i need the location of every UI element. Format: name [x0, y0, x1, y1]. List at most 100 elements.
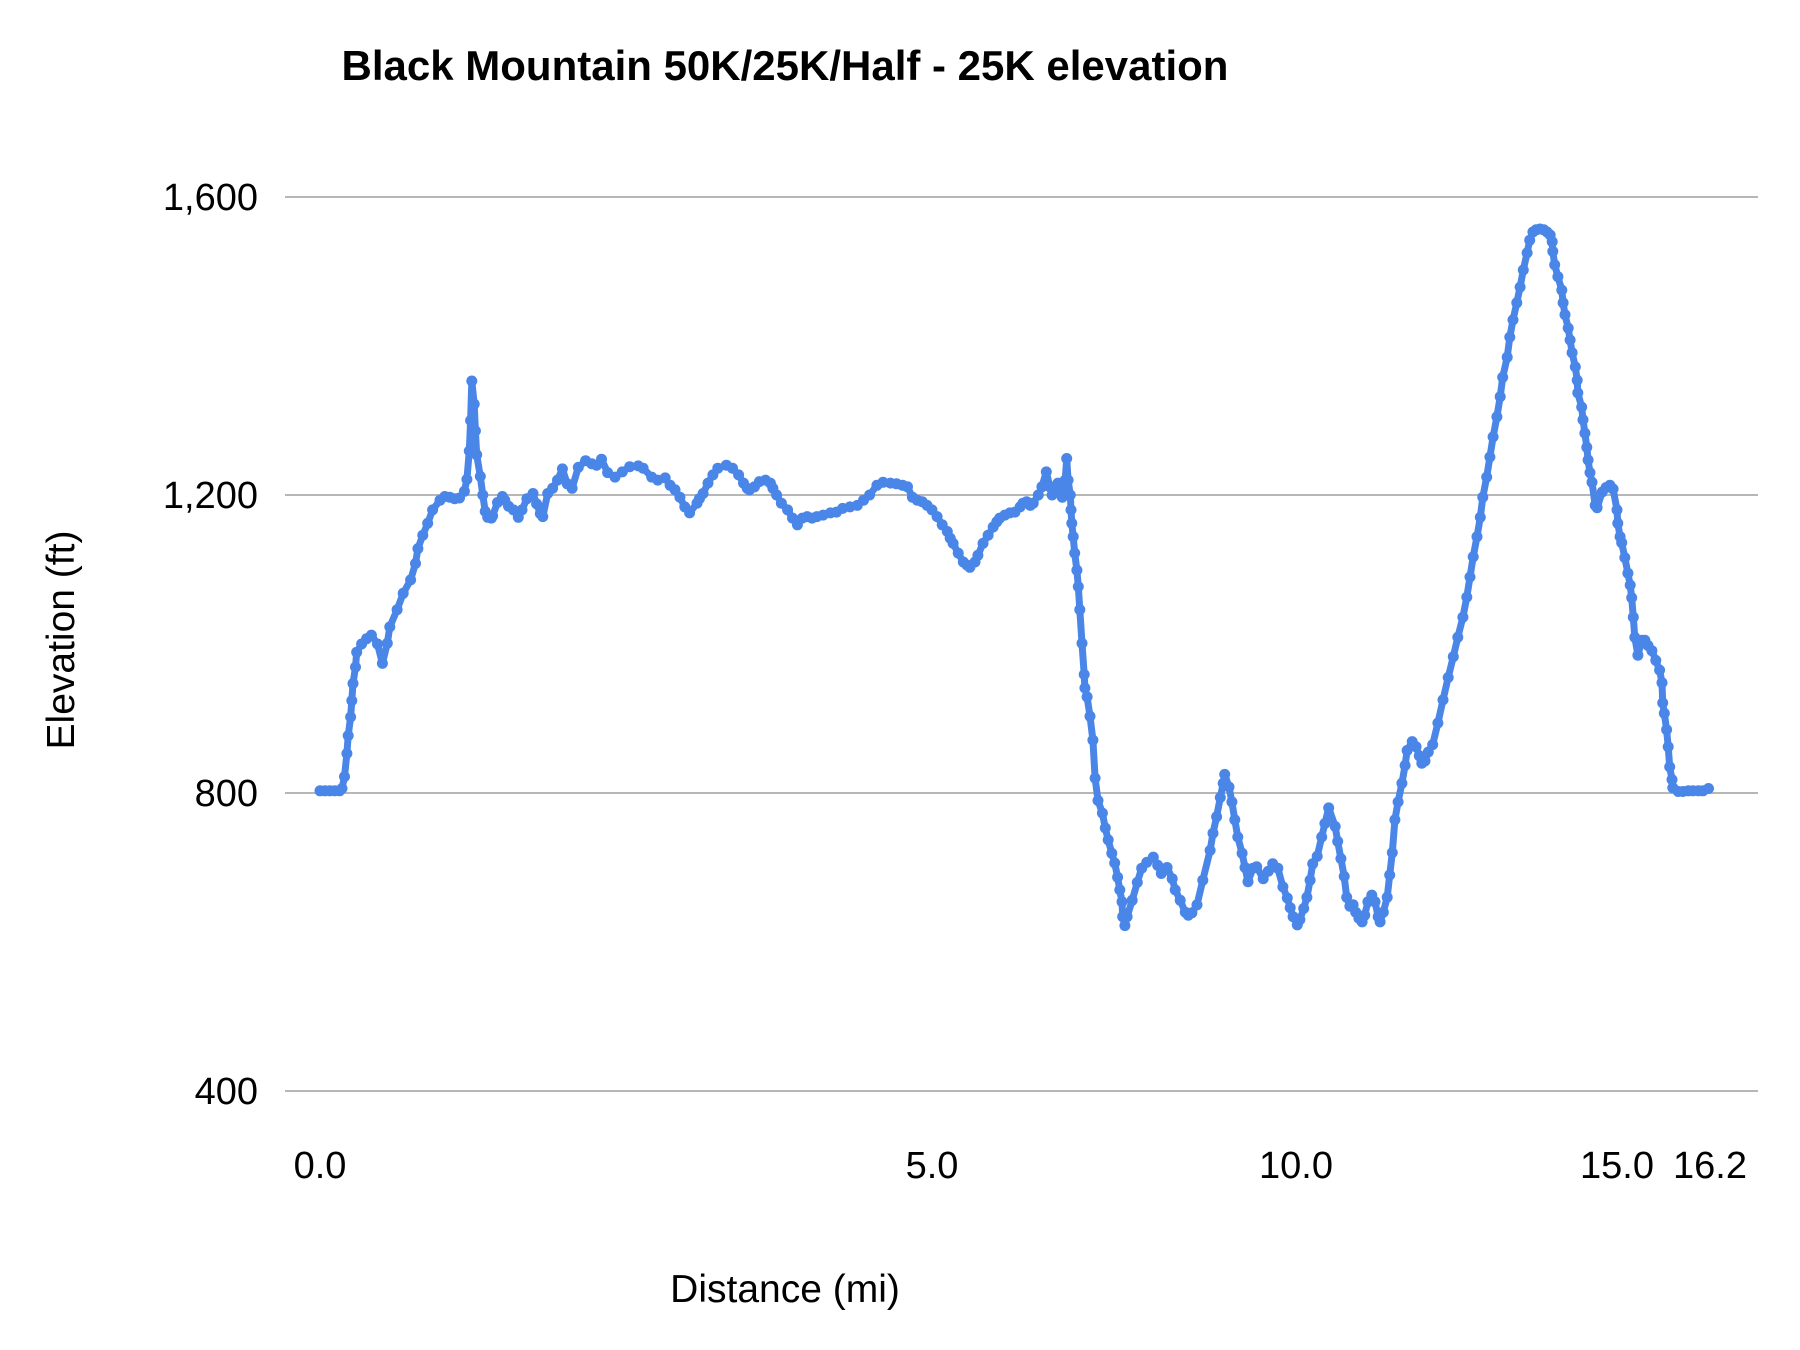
data-point-marker	[1666, 774, 1678, 786]
data-point-marker	[1126, 894, 1138, 906]
data-point-marker	[1566, 347, 1578, 359]
data-point-marker	[1579, 427, 1591, 439]
data-point-marker	[864, 489, 876, 501]
data-point-marker	[1099, 822, 1111, 834]
data-point-marker	[350, 661, 361, 673]
data-point-marker	[697, 488, 709, 499]
x-tick-label: 10.0	[1259, 1145, 1333, 1187]
data-point-marker	[1656, 677, 1668, 689]
data-point-marker	[1582, 454, 1594, 466]
data-point-marker	[1624, 579, 1636, 591]
data-point-marker	[1521, 247, 1533, 259]
data-point-marker	[1079, 682, 1091, 694]
data-point-marker	[931, 511, 943, 523]
data-point-marker	[1119, 920, 1131, 932]
data-point-marker	[566, 482, 578, 494]
data-point-marker	[1494, 391, 1506, 403]
data-point-marker	[902, 481, 913, 493]
data-point-marker	[782, 504, 794, 516]
data-point-marker	[1557, 297, 1569, 309]
data-point-marker	[952, 547, 964, 559]
data-point-marker	[1066, 517, 1078, 529]
data-point-marker	[468, 398, 480, 410]
data-point-marker	[1571, 374, 1583, 386]
data-point-marker	[384, 621, 396, 633]
x-tick-label: 5.0	[906, 1145, 959, 1187]
data-point-marker	[1497, 371, 1509, 383]
data-point-marker	[1096, 807, 1108, 819]
data-point-marker	[1559, 309, 1571, 321]
data-point-marker	[1281, 892, 1293, 904]
data-point-marker	[702, 477, 714, 489]
data-point-marker	[1572, 387, 1584, 399]
data-point-marker	[1662, 741, 1674, 753]
data-point-marker	[341, 748, 353, 759]
data-point-marker	[972, 549, 984, 561]
y-tick-label: 1,600	[163, 177, 258, 219]
data-point-marker	[1384, 869, 1396, 881]
data-point-marker	[1452, 631, 1464, 643]
data-point-marker	[1223, 781, 1235, 793]
data-point-marker	[1239, 862, 1251, 873]
data-point-marker	[365, 629, 377, 641]
data-point-marker	[1078, 669, 1090, 680]
data-point-marker	[1477, 491, 1489, 503]
data-point-marker	[1251, 861, 1263, 873]
data-point-marker	[427, 504, 439, 516]
data-point-marker	[345, 711, 357, 723]
data-point-marker	[1552, 271, 1564, 283]
data-point-marker	[1664, 761, 1676, 773]
data-point-marker	[1062, 474, 1074, 486]
data-point-marker	[1386, 847, 1398, 859]
data-point-marker	[372, 638, 383, 650]
data-point-marker	[596, 453, 607, 465]
data-point-marker	[1487, 431, 1499, 443]
data-point-marker	[1464, 571, 1476, 583]
data-point-marker	[674, 491, 686, 503]
data-point-marker	[977, 537, 989, 549]
data-point-marker	[376, 657, 388, 669]
data-point-marker	[1040, 466, 1052, 478]
data-point-marker	[1576, 401, 1588, 413]
data-point-marker	[1612, 517, 1624, 529]
data-point-marker	[1410, 741, 1422, 753]
data-point-marker	[1065, 504, 1077, 516]
data-point-marker	[1514, 281, 1526, 293]
data-point-marker	[1447, 651, 1459, 663]
data-point-marker	[1319, 818, 1331, 829]
data-point-marker	[1332, 835, 1344, 847]
data-point-marker	[1341, 891, 1353, 903]
data-point-marker	[1654, 664, 1666, 676]
data-point-marker	[1457, 611, 1469, 623]
data-point-marker	[1087, 734, 1099, 746]
elevation-line-series	[316, 225, 1712, 930]
data-point-marker	[537, 511, 549, 523]
data-point-marker	[684, 507, 696, 519]
data-point-marker	[487, 510, 499, 522]
data-point-marker	[572, 461, 584, 473]
data-point-marker	[1323, 802, 1335, 814]
data-point-marker	[1092, 795, 1104, 806]
data-point-marker	[471, 449, 483, 461]
data-point-marker	[1591, 502, 1603, 514]
data-point-marker	[1547, 245, 1559, 257]
data-point-marker	[1392, 796, 1404, 808]
data-point-marker	[1311, 850, 1323, 862]
data-point-marker	[1584, 467, 1596, 479]
data-point-marker	[1186, 907, 1198, 919]
chart-title: Black Mountain 50K/25K/Half - 25K elevat…	[341, 42, 1229, 89]
data-point-marker	[1229, 814, 1241, 826]
data-point-marker	[1027, 497, 1039, 509]
y-tick-label: 800	[195, 773, 258, 815]
data-point-marker	[1622, 567, 1634, 579]
data-point-marker	[1703, 783, 1714, 794]
data-point-marker	[1304, 874, 1316, 886]
data-point-marker	[422, 517, 434, 529]
data-point-marker	[1147, 851, 1159, 863]
data-point-marker	[1569, 361, 1581, 373]
data-point-marker	[1329, 821, 1341, 832]
data-point-marker	[1074, 604, 1086, 616]
data-point-markers	[314, 223, 1714, 932]
x-tick-label: 16.2	[1673, 1145, 1747, 1187]
data-point-marker	[336, 783, 348, 794]
